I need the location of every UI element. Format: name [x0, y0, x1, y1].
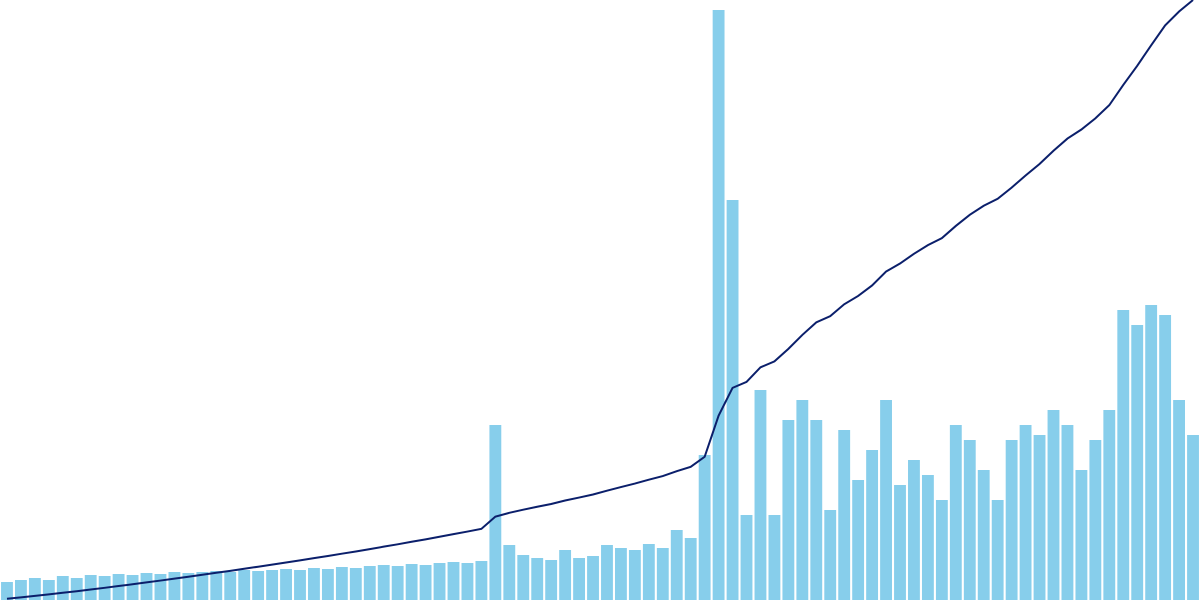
bar — [852, 480, 864, 600]
bar — [1048, 410, 1060, 600]
bar — [643, 544, 655, 600]
bar — [1062, 425, 1074, 600]
bar — [796, 400, 808, 600]
bar — [922, 475, 934, 600]
bar — [1006, 440, 1018, 600]
bar — [685, 538, 697, 600]
bar — [1159, 315, 1171, 600]
bar — [978, 470, 990, 600]
bar — [475, 561, 487, 600]
bar — [768, 515, 780, 600]
bar — [378, 565, 390, 600]
bar — [1131, 325, 1143, 600]
bar — [615, 548, 627, 600]
bar — [238, 570, 250, 600]
bar — [741, 515, 753, 600]
bar — [1034, 435, 1046, 600]
bar — [210, 571, 222, 600]
bar — [294, 570, 306, 600]
bar — [950, 425, 962, 600]
bar — [755, 390, 767, 600]
bar — [43, 580, 55, 600]
bar — [364, 566, 376, 600]
bar — [657, 548, 669, 600]
bar — [57, 576, 69, 600]
bar — [1173, 400, 1185, 600]
bar — [1089, 440, 1101, 600]
bar — [727, 200, 739, 600]
bar — [894, 485, 906, 600]
bar — [392, 566, 404, 600]
bar — [838, 430, 850, 600]
bar — [266, 570, 278, 600]
pareto-chart — [0, 0, 1200, 600]
bar — [85, 575, 97, 600]
bar — [252, 571, 264, 600]
bar — [489, 425, 501, 600]
bar — [545, 560, 557, 600]
bar — [1117, 310, 1129, 600]
bar — [336, 567, 348, 600]
bar — [448, 562, 460, 600]
bar — [224, 572, 236, 600]
bar — [1145, 305, 1157, 600]
bars-group — [1, 10, 1199, 600]
bar — [559, 550, 571, 600]
bar — [350, 568, 362, 600]
bar — [810, 420, 822, 600]
bar — [824, 510, 836, 600]
bar — [908, 460, 920, 600]
bar — [141, 573, 153, 600]
bar — [1020, 425, 1032, 600]
bar — [1103, 410, 1115, 600]
bar — [420, 565, 432, 600]
bar — [71, 578, 83, 600]
bar — [964, 440, 976, 600]
bar — [936, 500, 948, 600]
bar — [503, 545, 515, 600]
bar — [308, 568, 320, 600]
bar — [280, 569, 292, 600]
bar — [1, 582, 13, 600]
bar — [629, 550, 641, 600]
bar — [462, 563, 474, 600]
bar — [406, 564, 418, 600]
bar — [699, 455, 711, 600]
bar — [782, 420, 794, 600]
bar — [671, 530, 683, 600]
bar — [434, 563, 446, 600]
bar — [866, 450, 878, 600]
bar — [573, 558, 585, 600]
bar — [1075, 470, 1087, 600]
bar — [713, 10, 725, 600]
bar — [531, 558, 543, 600]
bar — [601, 545, 613, 600]
bar — [127, 575, 139, 600]
bar — [517, 555, 529, 600]
bar — [1187, 435, 1199, 600]
bar — [168, 572, 180, 600]
bar — [155, 574, 167, 600]
bar — [322, 569, 334, 600]
bar — [587, 556, 599, 600]
bar — [992, 500, 1004, 600]
bar — [880, 400, 892, 600]
